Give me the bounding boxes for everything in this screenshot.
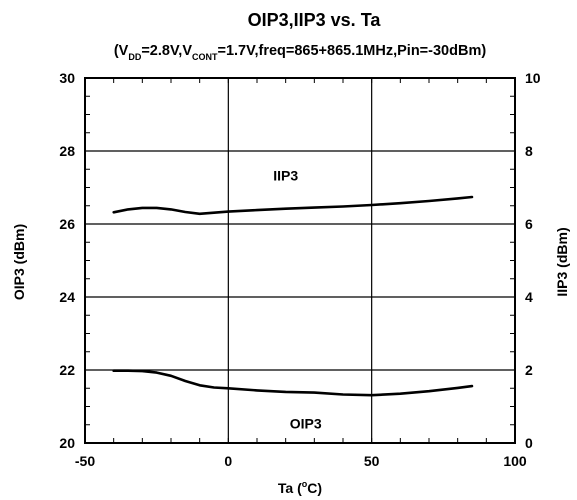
x-label-text: C) [307, 480, 322, 496]
y-right-tick-labels: 0 2 4 6 8 10 [525, 70, 541, 451]
y-left-tick-label: 24 [59, 289, 75, 305]
y-right-tick-label: 2 [525, 362, 533, 378]
x-label-superscript: o [302, 479, 308, 489]
subtitle-subscript: CONT [192, 52, 218, 62]
y-right-tick-label: 10 [525, 70, 541, 86]
x-tick-label: 0 [224, 453, 232, 469]
grid-lines [85, 78, 515, 443]
y-left-tick-label: 20 [59, 435, 75, 451]
subtitle-subscript: DD [128, 52, 141, 62]
y-left-tick-label: 26 [59, 216, 75, 232]
series-label-oip3: OIP3 [290, 416, 322, 432]
y-right-tick-label: 6 [525, 216, 533, 232]
y-left-tick-labels: 20 22 24 26 28 30 [59, 70, 75, 451]
y-axis-left-label: OIP3 (dBm) [11, 224, 27, 300]
y-right-tick-label: 8 [525, 143, 533, 159]
x-tick-labels: -50 0 50 100 [75, 453, 527, 469]
series-line-iip3 [112, 195, 474, 216]
y-left-tick-label: 28 [59, 143, 75, 159]
y-right-tick-label: 4 [525, 289, 533, 305]
subtitle-text: (V [114, 43, 129, 59]
y-right-tick-label: 0 [525, 435, 533, 451]
chart-title: OIP3,IIP3 vs. Ta [248, 10, 382, 30]
y-axis-right-label: IIP3 (dBm) [554, 227, 570, 296]
subtitle-text: =1.7V,freq=865+865.1MHz,Pin=-30dBm) [218, 43, 487, 59]
series-lines [112, 195, 474, 397]
plot-frame [84, 77, 516, 444]
subtitle-text: =2.8V,V [141, 43, 192, 59]
series-labels: IIP3 OIP3 [273, 168, 322, 432]
x-tick-label: 50 [364, 453, 380, 469]
x-tick-label: 100 [503, 453, 527, 469]
series-line-oip3 [112, 369, 474, 397]
series-label-iip3: IIP3 [273, 168, 298, 184]
y-left-tick-label: 30 [59, 70, 75, 86]
x-axis-label: Ta (oC) [278, 479, 322, 496]
y-left-tick-label: 22 [59, 362, 75, 378]
x-tick-label: -50 [75, 453, 95, 469]
chart-subtitle: (VDD=2.8V,VCONT=1.7V,freq=865+865.1MHz,P… [114, 43, 487, 62]
x-label-text: Ta ( [278, 480, 302, 496]
